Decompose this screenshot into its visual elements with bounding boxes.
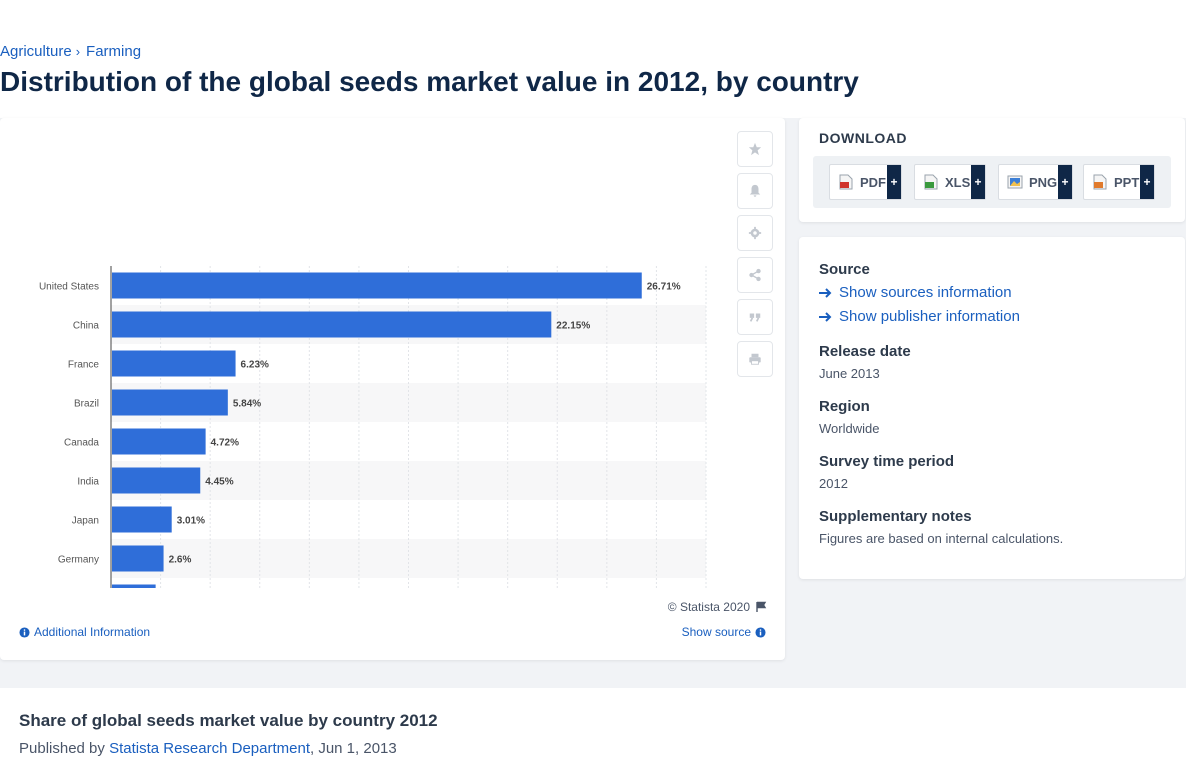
download-title: DOWNLOAD xyxy=(819,130,907,146)
print-icon xyxy=(749,353,761,365)
release-date-value: June 2013 xyxy=(819,366,880,381)
supplementary-notes-value: Figures are based on internal calculatio… xyxy=(819,531,1064,546)
arrow-right-icon xyxy=(819,311,832,322)
cite-button[interactable] xyxy=(737,299,773,335)
show-publisher-label: Show publisher information xyxy=(839,308,1020,325)
statistic-info-card: Share of global seeds market value by co… xyxy=(0,688,1186,760)
ppt-label: PPT xyxy=(1114,174,1140,190)
show-source-link[interactable]: Show source xyxy=(682,625,766,639)
png-file-icon xyxy=(1007,175,1023,189)
print-button[interactable] xyxy=(737,341,773,377)
published-prefix: Published by xyxy=(19,740,110,757)
arrow-right-icon xyxy=(819,287,832,298)
xls-label: XLS xyxy=(945,174,971,190)
bar xyxy=(112,350,236,377)
pdf-label: PDF xyxy=(860,174,886,190)
download-pdf-button[interactable]: PDF + xyxy=(829,164,902,200)
breadcrumb-farming[interactable]: Farming xyxy=(86,43,142,60)
published-date: , Jun 1, 2013 xyxy=(310,740,397,757)
ppt-plus: + xyxy=(1140,165,1154,199)
page-title: Distribution of the global seeds market … xyxy=(0,66,859,97)
copyright-text: © Statista 2020 xyxy=(667,600,750,614)
region-heading: Region xyxy=(819,398,870,415)
bar xyxy=(112,272,642,299)
region-value: Worldwide xyxy=(819,421,880,436)
info-icon xyxy=(755,626,766,638)
flag-icon[interactable] xyxy=(755,601,767,613)
gear-icon xyxy=(748,226,762,240)
category-label: Brazil xyxy=(74,399,99,410)
bar xyxy=(112,545,164,572)
show-source-label: Show source xyxy=(681,625,751,639)
bar-chart: 0%2.5%5%7.5%10%12.5%15%17.5%20%22.5%25%2… xyxy=(39,266,707,588)
supplementary-notes-heading: Supplementary notes xyxy=(819,508,972,525)
share-button[interactable] xyxy=(737,257,773,293)
data-label: 4.45% xyxy=(205,477,233,488)
chevron-right-icon: › xyxy=(75,44,81,59)
download-buttons: PDF + XLS + PNG + PPT + xyxy=(813,156,1171,208)
bar xyxy=(112,311,552,338)
share-icon xyxy=(749,268,761,282)
category-label: France xyxy=(68,360,100,371)
category-label: United States xyxy=(39,282,99,293)
data-label: 2.6% xyxy=(169,555,192,566)
data-label: 3.01% xyxy=(177,516,205,527)
show-sources-label: Show sources information xyxy=(839,284,1012,301)
xls-file-icon xyxy=(924,174,938,190)
pdf-plus: + xyxy=(887,165,901,199)
category-label: China xyxy=(73,321,100,332)
quote-icon xyxy=(749,313,761,322)
data-label: 4.72% xyxy=(211,438,239,449)
xls-plus: + xyxy=(971,165,985,199)
survey-period-value: 2012 xyxy=(819,476,848,491)
data-label: 6.23% xyxy=(241,360,269,371)
statistic-title: Share of global seeds market value by co… xyxy=(19,711,438,730)
source-heading: Source xyxy=(819,261,870,278)
pdf-file-icon xyxy=(839,174,853,190)
top-band xyxy=(0,0,1186,118)
survey-period-heading: Survey time period xyxy=(819,453,955,470)
notification-button[interactable] xyxy=(737,173,773,209)
data-label: 5.84% xyxy=(233,399,261,410)
category-label: India xyxy=(77,477,99,488)
png-plus: + xyxy=(1058,165,1072,199)
settings-button[interactable] xyxy=(737,215,773,251)
info-icon xyxy=(19,626,30,638)
download-png-button[interactable]: PNG + xyxy=(998,164,1073,200)
download-ppt-button[interactable]: PPT + xyxy=(1083,164,1155,200)
publisher-link[interactable]: Statista Research Department xyxy=(109,740,310,757)
published-by: Published by Statista Research Departmen… xyxy=(19,740,397,757)
star-icon xyxy=(748,142,762,156)
breadcrumb: Agriculture › Farming xyxy=(0,43,141,60)
copyright: © Statista 2020 xyxy=(668,600,767,614)
bar xyxy=(112,389,228,416)
release-date-heading: Release date xyxy=(819,343,911,360)
bell-icon xyxy=(749,184,761,197)
breadcrumb-agriculture[interactable]: Agriculture xyxy=(0,43,72,60)
additional-information-label: Additional Information xyxy=(34,625,151,639)
data-label: 22.15% xyxy=(556,321,590,332)
show-publisher-link[interactable]: Show publisher information xyxy=(819,308,1020,325)
png-label: PNG xyxy=(1029,174,1058,190)
metadata-card: Source Show sources information Show pub… xyxy=(799,237,1185,579)
download-card: DOWNLOAD PDF + XLS + PNG + PPT + xyxy=(799,118,1185,222)
data-label: 26.71% xyxy=(647,282,681,293)
show-sources-link[interactable]: Show sources information xyxy=(819,284,1012,301)
category-label: Japan xyxy=(72,516,99,527)
chart-toolbar xyxy=(737,131,773,383)
bar xyxy=(112,467,201,494)
bar xyxy=(112,506,172,533)
download-xls-button[interactable]: XLS + xyxy=(914,164,986,200)
chart-card: 0%2.5%5%7.5%10%12.5%15%17.5%20%22.5%25%2… xyxy=(0,118,785,660)
ppt-file-icon xyxy=(1093,174,1107,190)
bar xyxy=(112,584,156,588)
bar xyxy=(112,428,206,455)
favorite-button[interactable] xyxy=(737,131,773,167)
category-label: Canada xyxy=(64,438,99,449)
additional-information-link[interactable]: Additional Information xyxy=(19,625,150,639)
category-label: Germany xyxy=(58,555,99,566)
